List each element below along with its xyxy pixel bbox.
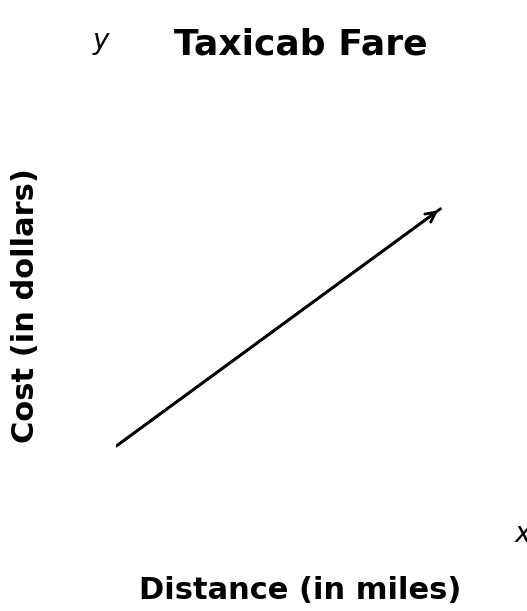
Text: Distance (in miles): Distance (in miles) xyxy=(139,576,462,605)
Text: x: x xyxy=(514,520,527,548)
Text: Taxicab Fare: Taxicab Fare xyxy=(173,27,427,61)
Text: y: y xyxy=(93,27,110,55)
Text: Cost (in dollars): Cost (in dollars) xyxy=(11,168,40,443)
